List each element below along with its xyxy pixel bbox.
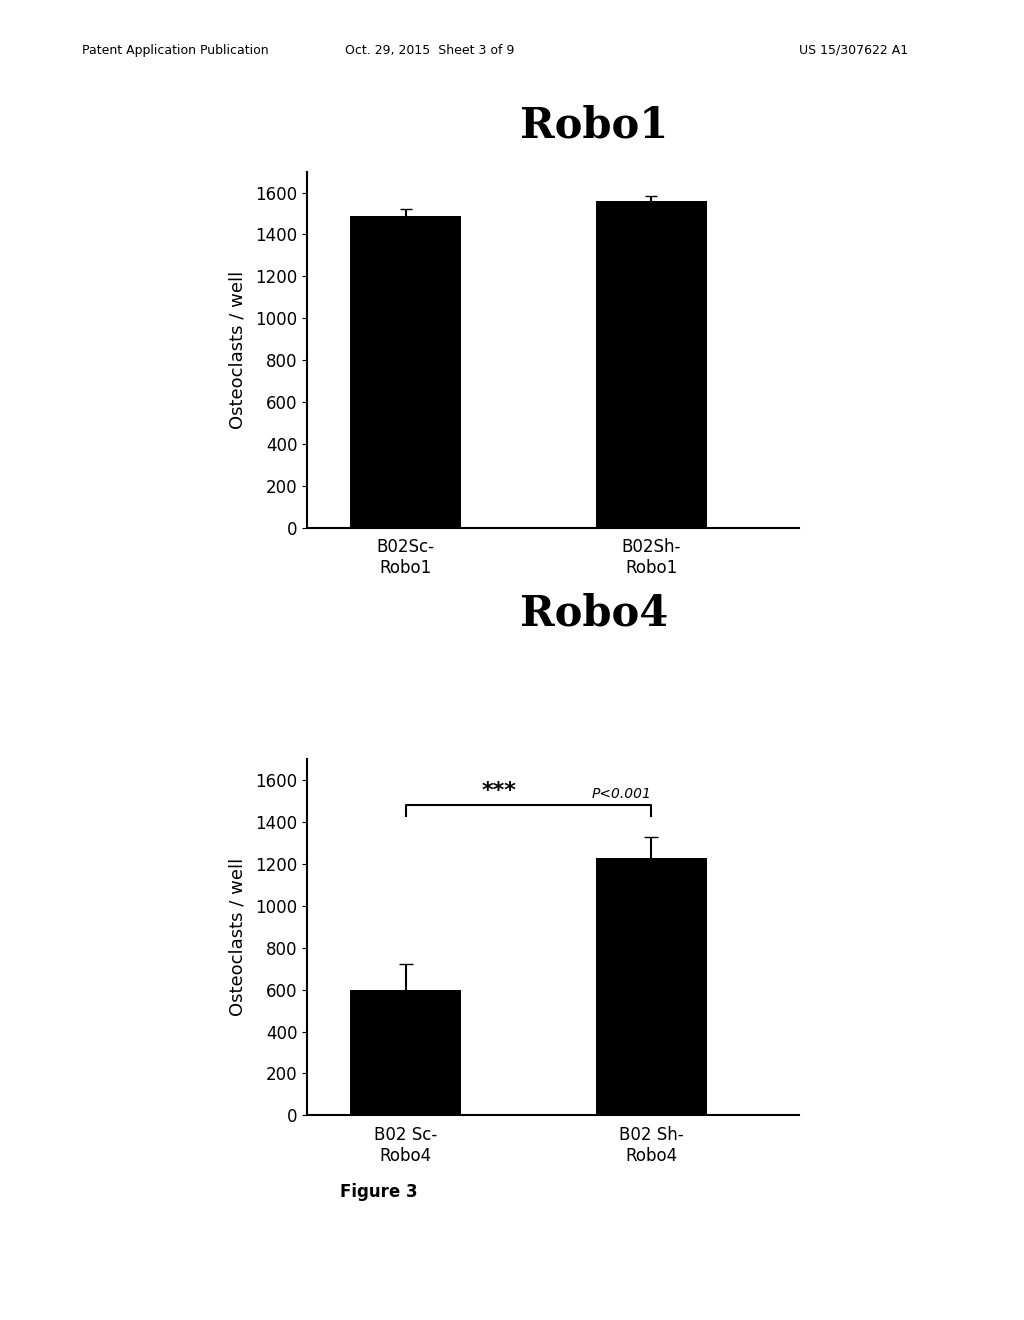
Text: US 15/307622 A1: US 15/307622 A1 [799,44,908,57]
Y-axis label: Osteoclasts / well: Osteoclasts / well [229,858,247,1016]
Text: ***: *** [481,781,516,801]
Text: Robo1: Robo1 [520,104,668,147]
Text: Patent Application Publication: Patent Application Publication [82,44,268,57]
Bar [596,201,707,528]
Bar [350,215,461,528]
Text: P<0.001: P<0.001 [592,787,651,801]
Bar [350,990,461,1115]
Text: Oct. 29, 2015  Sheet 3 of 9: Oct. 29, 2015 Sheet 3 of 9 [345,44,515,57]
Y-axis label: Osteoclasts / well: Osteoclasts / well [229,271,247,429]
Bar [596,858,707,1115]
Text: Figure 3: Figure 3 [340,1183,418,1201]
Text: Robo4: Robo4 [520,593,668,635]
